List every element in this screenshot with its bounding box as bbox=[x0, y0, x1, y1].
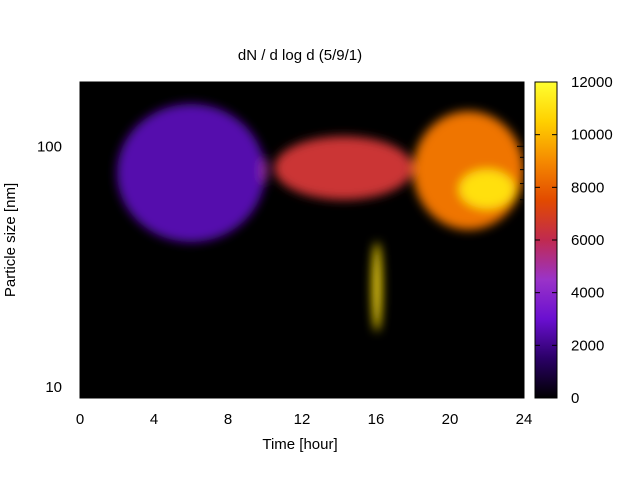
y-tick-label: 10 bbox=[45, 379, 62, 396]
x-tick-label: 0 bbox=[76, 411, 84, 428]
colorbar-tick-label: 8000 bbox=[571, 179, 604, 196]
colorbar-tick-label: 0 bbox=[571, 390, 579, 407]
heatmap-feature-0 bbox=[117, 103, 265, 243]
colorbar-tick-label: 4000 bbox=[571, 285, 604, 302]
colorbar-tick-label: 10000 bbox=[571, 127, 613, 144]
x-tick-label: 20 bbox=[442, 411, 459, 428]
heatmap-feature-5 bbox=[459, 169, 515, 209]
heatmap-feature-2 bbox=[274, 136, 413, 200]
colorbar-tick-label: 2000 bbox=[571, 337, 604, 354]
x-tick-label: 16 bbox=[368, 411, 385, 428]
x-tick-label: 12 bbox=[294, 411, 311, 428]
heatmap-feature-1 bbox=[261, 157, 268, 184]
x-axis: 0 4 8 12 16 20 24 bbox=[76, 82, 533, 428]
y-axis-label: Particle size [nm] bbox=[2, 183, 19, 297]
heatmap-area bbox=[80, 82, 524, 398]
y-axis: 10 100 bbox=[37, 138, 524, 399]
heatmap-feature-4 bbox=[413, 111, 524, 230]
heatmap-features bbox=[117, 103, 524, 332]
y-tick-label: 100 bbox=[37, 138, 62, 155]
x-tick-label: 4 bbox=[150, 411, 158, 428]
chart-title: dN / d log d (5/9/1) bbox=[238, 47, 362, 64]
x-tick-label: 24 bbox=[516, 411, 533, 428]
heatmap-feature-3 bbox=[372, 242, 382, 332]
colorbar-tick-label: 12000 bbox=[571, 74, 613, 91]
x-tick-label: 8 bbox=[224, 411, 232, 428]
colorbar-axis: 0 2000 4000 6000 8000 10000 12000 bbox=[535, 74, 613, 407]
colorbar-tick-label: 6000 bbox=[571, 232, 604, 249]
x-axis-label: Time [hour] bbox=[262, 436, 337, 453]
